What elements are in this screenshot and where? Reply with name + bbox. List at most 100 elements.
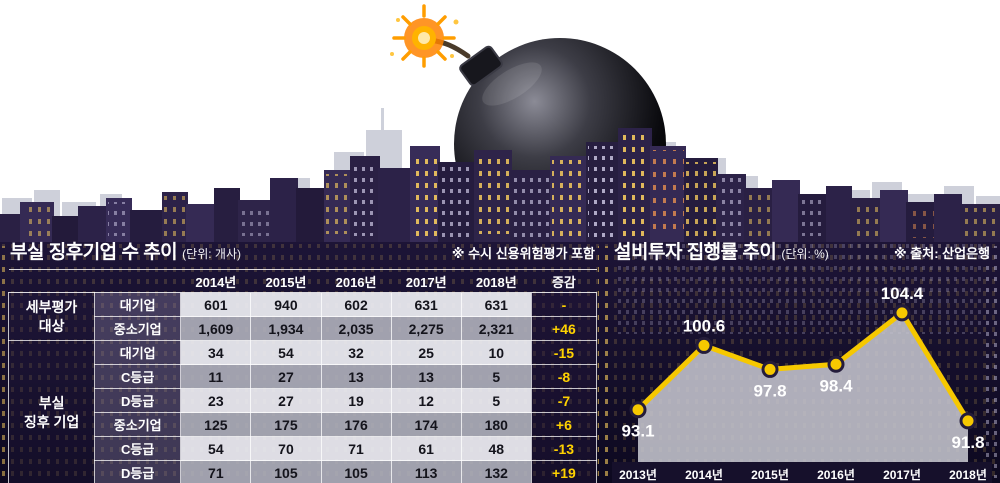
cell-value: 54: [180, 436, 252, 461]
chart-line: [635, 310, 971, 424]
chart-x-label: 2013년: [619, 468, 657, 482]
row-sub-label: C등급: [94, 364, 182, 389]
cell-value: 631: [390, 292, 462, 317]
chart-value-label: 91.8: [951, 433, 984, 452]
cell-value: 48: [460, 436, 532, 461]
cell-value: 940: [250, 292, 322, 317]
table-row: C등급 54 70 71 61 48 -13: [9, 436, 598, 461]
cell-value: 5: [460, 364, 532, 389]
cell-value: 71: [320, 436, 392, 461]
cell-delta: -7: [530, 388, 598, 413]
chart-x-axis-strip: [612, 462, 992, 483]
cell-value: 176: [320, 412, 392, 437]
chart-x-label: 2016년: [817, 468, 855, 482]
chart-panel-unit: (단위: %): [781, 247, 829, 261]
cell-value: 32: [320, 340, 392, 365]
row-sub-label: 대기업: [94, 340, 182, 365]
chart-x-label: 2018년: [949, 468, 987, 482]
col-header-delta: 증감: [531, 269, 597, 293]
cell-value: 61: [390, 436, 462, 461]
chart-value-label: 100.6: [683, 316, 726, 335]
cell-delta: +6: [530, 412, 598, 437]
table-row: 중소기업 125 175 176 174 180 +6: [9, 412, 598, 437]
chart-value-label: 97.8: [753, 381, 786, 400]
cell-value: 10: [460, 340, 532, 365]
col-header-2014: 2014년: [180, 269, 251, 293]
cell-value: 601: [180, 292, 252, 317]
chart-point: [893, 304, 911, 322]
cell-value: 1,609: [180, 316, 252, 341]
chart-area-wrap: 93.1 2013년 100.6 2014년 97.8 2015년 98.4 2016년 104…: [612, 272, 992, 483]
insolvency-table: 2014년 2015년 2016년 2017년 2018년 증감 세부평가 대상…: [7, 269, 598, 483]
cell-value: 25: [390, 340, 462, 365]
row-sub-label: 중소기업: [94, 412, 182, 437]
cell-value: 27: [250, 388, 322, 413]
cell-value: 105: [250, 460, 322, 483]
chart-point: [761, 360, 779, 378]
cell-value: 132: [460, 460, 532, 483]
cell-value: 71: [180, 460, 252, 483]
fuse-flame: [390, 4, 459, 68]
cell-value: 602: [320, 292, 392, 317]
chart-panel-title: 설비투자 집행률 추이: [614, 242, 777, 263]
table-panel-unit: (단위: 개사): [182, 247, 241, 261]
cell-value: 5: [460, 388, 532, 413]
investment-rate-line-chart: 93.1 2013년 100.6 2014년 97.8 2015년 98.4 2016년 104…: [612, 284, 992, 483]
cell-delta: -8: [530, 364, 598, 389]
cell-value: 13: [390, 364, 462, 389]
cell-value: 12: [390, 388, 462, 413]
cell-value: 19: [320, 388, 392, 413]
table-row: 세부평가 대상 대기업 601 940 602 631 631 -: [7, 292, 598, 341]
table-panel-note: ※ 수시 신용위험평가 포함: [451, 246, 595, 261]
col-header-2015: 2015년: [250, 269, 321, 293]
cell-value: 174: [390, 412, 462, 437]
chart-area-fill: [638, 312, 968, 462]
chart-panel-note: ※ 출처: 산업은행: [894, 246, 990, 261]
cell-value: 2,321: [460, 316, 532, 341]
cell-delta: +19: [530, 460, 598, 483]
cell-value: 23: [180, 388, 252, 413]
cell-value: 631: [460, 292, 532, 317]
table-row: 중소기업 1,609 1,934 2,035 2,275 2,321 +46: [9, 316, 598, 341]
cell-value: 70: [250, 436, 322, 461]
cell-value: 1,934: [250, 316, 322, 341]
cell-delta: +46: [530, 316, 598, 341]
cell-value: 125: [180, 412, 252, 437]
chart-point: [827, 355, 845, 373]
cell-value: 11: [180, 364, 252, 389]
investment-chart-panel: 설비투자 집행률 추이 (단위: %) ※ 출처: 산업은행 93.1 2013년…: [612, 236, 992, 483]
row-group-label: 세부평가 대상: [7, 292, 96, 341]
cell-value: 175: [250, 412, 322, 437]
cell-value: 54: [250, 340, 322, 365]
table-panel-title: 부실 징후기업 수 추이: [10, 242, 178, 263]
cell-value: 2,275: [390, 316, 462, 341]
table-panel-header: 부실 징후기업 수 추이 (단위: 개사) ※ 수시 신용위험평가 포함: [8, 236, 597, 269]
col-header-2016: 2016년: [321, 269, 392, 293]
chart-x-label: 2014년: [685, 468, 723, 482]
chart-value-label: 104.4: [881, 284, 924, 303]
table-row: D등급 23 27 19 12 5 -7: [9, 388, 598, 413]
chart-value-label: 98.4: [819, 376, 853, 395]
table-row: C등급 11 27 13 13 5 -8: [9, 364, 598, 389]
chart-point: [695, 336, 713, 354]
cell-value: 105: [320, 460, 392, 483]
cell-value: 180: [460, 412, 532, 437]
row-sub-label: D등급: [94, 388, 182, 413]
col-header-2018: 2018년: [461, 269, 532, 293]
table-corner-spacer: [8, 269, 181, 293]
cell-value: 2,035: [320, 316, 392, 341]
cell-delta: -15: [530, 340, 598, 365]
row-sub-label: 대기업: [94, 292, 182, 317]
cell-value: 113: [390, 460, 462, 483]
row-sub-label: C등급: [94, 436, 182, 461]
chart-point: [629, 401, 647, 419]
chart-value-label: 93.1: [621, 422, 654, 441]
chart-point: [959, 412, 977, 430]
cell-delta: -: [530, 292, 598, 317]
table-row: D등급 71 105 105 113 132 +19: [9, 460, 598, 483]
chart-x-label: 2017년: [883, 468, 921, 482]
col-header-2017: 2017년: [391, 269, 462, 293]
row-sub-label: D등급: [94, 460, 182, 483]
cell-value: 13: [320, 364, 392, 389]
